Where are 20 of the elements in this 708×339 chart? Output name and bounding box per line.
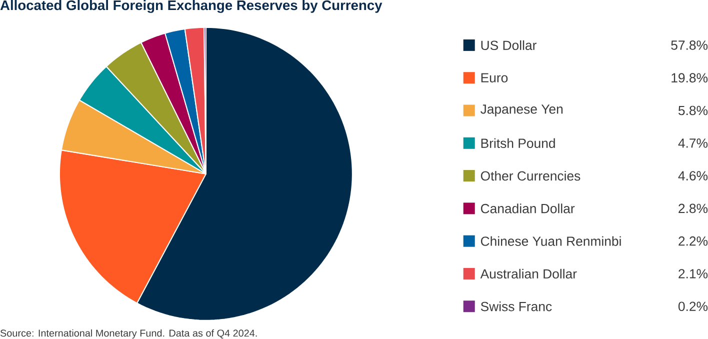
legend-label: Britsh Pound	[481, 138, 555, 148]
legend-label: US Dollar	[481, 40, 536, 50]
data-label: 2.1%	[678, 269, 708, 279]
legend-label: Other Currencies	[480, 171, 580, 181]
data-label: 2.8%	[678, 204, 708, 214]
data-label: 4.6%	[678, 171, 708, 181]
source-note: Source: International Monetary Fund. Data as of Q4 2024.	[0, 330, 257, 339]
data-label: 57.8%	[671, 40, 708, 50]
legend-label: Australian Dollar	[480, 269, 577, 279]
legend-label: Canadian Dollar	[480, 204, 575, 214]
legend-label: Chinese Yuan Renminbi	[480, 236, 621, 246]
data-label: 5.8%	[678, 106, 708, 116]
legend-label: Euro	[481, 73, 508, 83]
data-label: 4.7%	[678, 138, 708, 148]
chart-title: Allocated Global Foreign Exchange Reserves by Currency	[0, 0, 382, 14]
legend-label: Japanese Yen	[480, 104, 563, 117]
legend-label: Swiss Franc	[480, 302, 552, 312]
data-label: 2.2%	[678, 236, 708, 246]
data-label: 0.2%	[678, 302, 708, 312]
data-label: 19.8%	[672, 73, 708, 83]
